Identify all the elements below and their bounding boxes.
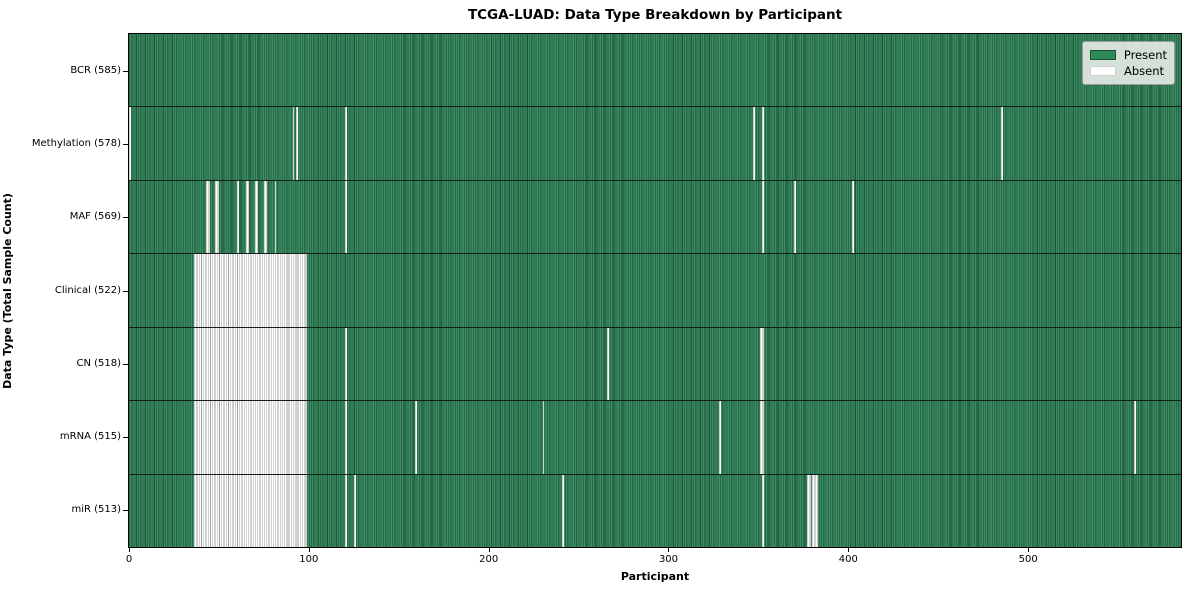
absent-bar: [245, 180, 250, 254]
absent-swatch-icon: [1090, 66, 1116, 76]
row-band-bcr: [129, 34, 1181, 107]
y-tick-mark: [123, 143, 128, 145]
x-tick-label: 400: [838, 554, 858, 565]
y-tick-label: BCR (585): [70, 64, 121, 76]
row-band-cn: [129, 326, 1181, 401]
plot-area: [128, 33, 1182, 548]
row-band-mir: [129, 473, 1181, 547]
absent-bar: [344, 474, 347, 547]
y-tick-mark: [123, 70, 128, 72]
x-tick-label: 100: [299, 554, 319, 565]
present-swatch-icon: [1090, 50, 1116, 60]
absent-bar: [236, 180, 239, 254]
absent-bar: [851, 180, 854, 254]
legend-label-present: Present: [1123, 48, 1167, 62]
absent-bar: [542, 401, 545, 474]
absent-bar: [760, 327, 764, 401]
row-band-clinical: [129, 253, 1181, 327]
y-tick-label: Clinical (522): [54, 284, 121, 296]
absent-bar: [761, 180, 764, 254]
row-band-methylation: [129, 106, 1181, 180]
y-tick-label: CN (518): [76, 357, 121, 369]
absent-bar: [274, 180, 277, 254]
absent-bar: [353, 474, 356, 547]
absent-bar: [193, 254, 308, 327]
absent-bar: [344, 180, 347, 254]
row-band-mrna: [129, 400, 1181, 474]
absent-bar: [344, 327, 347, 401]
y-tick-mark: [123, 217, 128, 219]
y-tick-mark: [123, 510, 128, 512]
legend: Present Absent: [1082, 41, 1175, 85]
absent-bar: [254, 180, 259, 254]
chart-title: TCGA-LUAD: Data Type Breakdown by Partic…: [467, 7, 843, 23]
absent-bar: [562, 474, 565, 547]
x-tick-label: 300: [658, 554, 679, 565]
absent-bar: [718, 401, 721, 474]
x-axis-label: Participant: [620, 570, 690, 583]
y-tick-label: mRNA (515): [59, 431, 121, 443]
absent-bar: [761, 474, 764, 547]
x-tick-mark: [1028, 548, 1030, 552]
absent-bar: [812, 474, 818, 547]
absent-bar: [263, 180, 268, 254]
absent-bar: [193, 401, 308, 474]
absent-bar: [193, 474, 308, 547]
x-tick-mark: [488, 548, 490, 552]
y-tick-label: Methylation (578): [31, 137, 121, 149]
y-tick-mark: [123, 437, 128, 439]
absent-bar: [1134, 401, 1137, 474]
absent-bar: [215, 180, 219, 254]
absent-bar: [760, 401, 764, 474]
absent-bar: [794, 180, 797, 254]
absent-bar: [193, 327, 308, 401]
absent-bar: [753, 107, 755, 180]
absent-bar: [607, 327, 610, 401]
x-tick-mark: [129, 548, 130, 552]
legend-label-absent: Absent: [1124, 64, 1165, 78]
legend-item-present: Present: [1090, 47, 1167, 63]
absent-bar: [1001, 107, 1003, 180]
absent-bar: [206, 180, 210, 254]
absent-bar: [806, 474, 811, 547]
absent-bar: [344, 107, 347, 180]
absent-bar: [414, 401, 417, 474]
x-tick-label: 500: [1018, 554, 1038, 565]
y-tick-mark: [123, 363, 128, 365]
absent-bar: [344, 401, 347, 474]
y-tick-label: miR (513): [71, 504, 121, 516]
y-tick-label: MAF (569): [69, 211, 121, 223]
x-tick-label: 200: [479, 554, 499, 565]
absent-bar: [296, 107, 299, 180]
y-tick-mark: [123, 290, 128, 292]
absent-bar: [129, 107, 131, 180]
x-tick-mark: [668, 548, 670, 552]
absent-bar: [761, 107, 764, 180]
x-tick-mark: [308, 548, 310, 552]
x-tick-label: 0: [125, 554, 133, 565]
absent-bar: [292, 107, 295, 180]
row-band-maf: [129, 179, 1181, 254]
legend-item-absent: Absent: [1090, 63, 1167, 79]
x-tick-mark: [848, 548, 850, 552]
